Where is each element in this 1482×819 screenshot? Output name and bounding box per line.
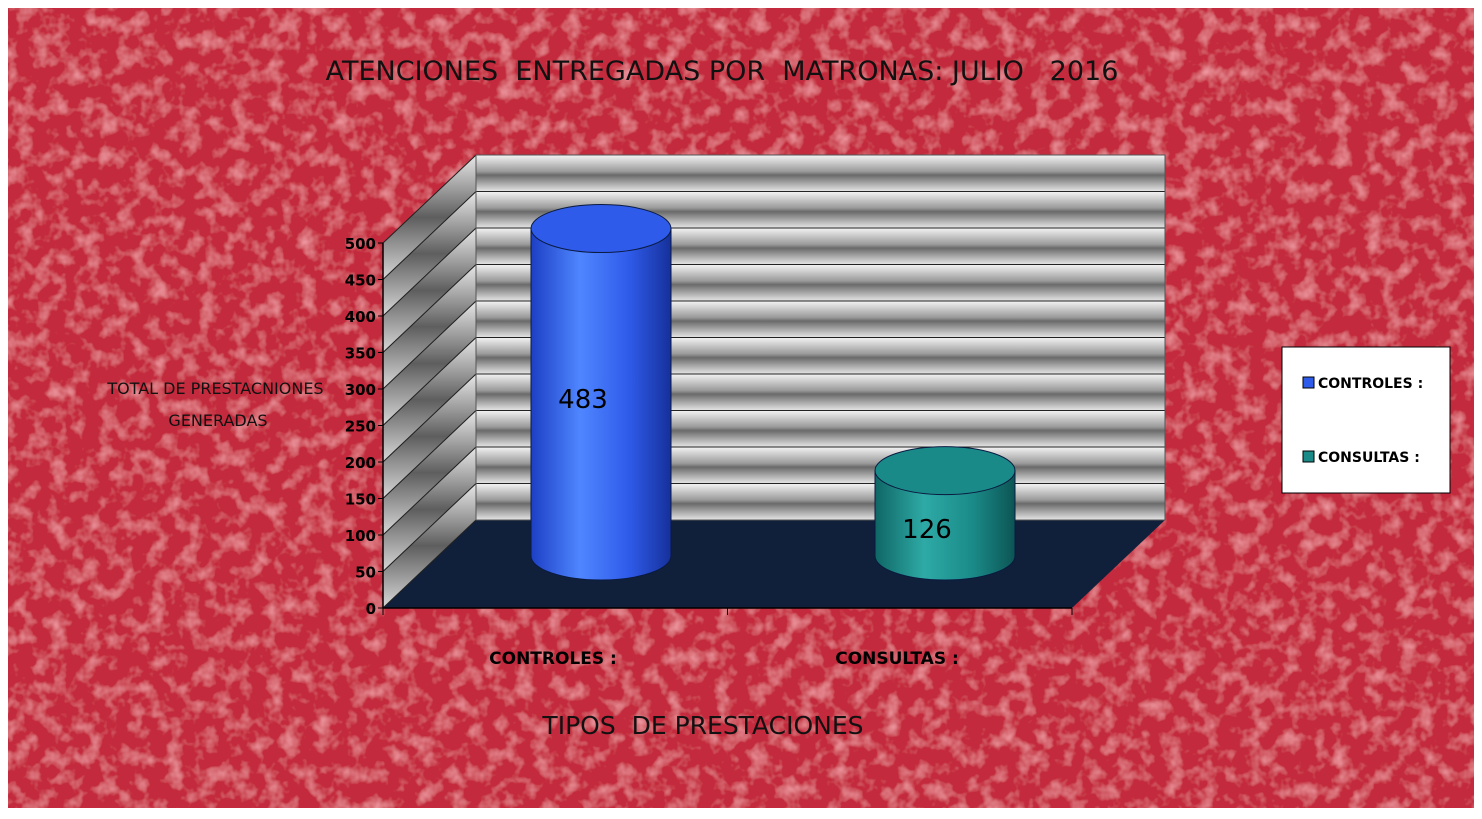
bars: 483 126 (530, 204, 1016, 581)
legend-label-consultas: CONSULTAS : (1318, 450, 1420, 466)
y-axis-label-line-1: TOTAL DE PRESTACNIONES (106, 379, 323, 398)
y-tick-label: 150 (345, 491, 376, 509)
y-tick-label: 350 (345, 345, 376, 363)
y-tick-label: 200 (345, 454, 376, 472)
y-tick-label: 450 (345, 272, 376, 290)
plot-side-wall (382, 154, 477, 609)
y-axis-label-line-2: GENERADAS (168, 411, 267, 430)
legend-box (1281, 346, 1451, 494)
y-axis: 0 50 100 150 200 250 300 350 400 450 500 (345, 235, 384, 618)
x-axis (382, 607, 1073, 615)
legend-label-controles: CONTROLES : (1318, 376, 1423, 392)
cylinder-body-controles (530, 228, 672, 581)
legend-swatch-consultas (1302, 450, 1315, 463)
y-axis-label: TOTAL DE PRESTACNIONES GENERADAS (106, 379, 328, 430)
data-label-consultas: 126 (902, 515, 952, 545)
back-wall-border (475, 154, 1166, 521)
y-tick-label: 0 (366, 600, 376, 618)
y-tick-label: 500 (345, 235, 376, 253)
bar-controles: 483 (530, 204, 672, 581)
legend-swatch-controles (1302, 376, 1315, 389)
data-label-controles: 483 (558, 385, 608, 415)
bar-consultas: 126 (874, 446, 1016, 581)
y-tick-label: 100 (345, 527, 376, 545)
x-axis-label: TIPOS DE PRESTACIONES (541, 711, 863, 740)
cylinder-top-consultas (874, 446, 1016, 496)
back-wall-band (476, 155, 1165, 192)
category-label-controles: CONTROLES : (489, 649, 617, 669)
legend: CONTROLES : CONSULTAS : (1281, 346, 1451, 494)
plot-floor (383, 520, 1165, 608)
y-tick-label: 250 (345, 418, 376, 436)
category-label-consultas: CONSULTAS : (835, 649, 959, 669)
cylinder-body-consultas (874, 470, 1016, 581)
y-tick-label: 300 (345, 381, 376, 399)
y-tick-label: 400 (345, 308, 376, 326)
y-tick-label: 50 (355, 564, 376, 582)
chart-title: ATENCIONES ENTREGADAS POR MATRONAS: JULI… (326, 56, 1119, 87)
cylinder-top-controles (530, 204, 672, 254)
